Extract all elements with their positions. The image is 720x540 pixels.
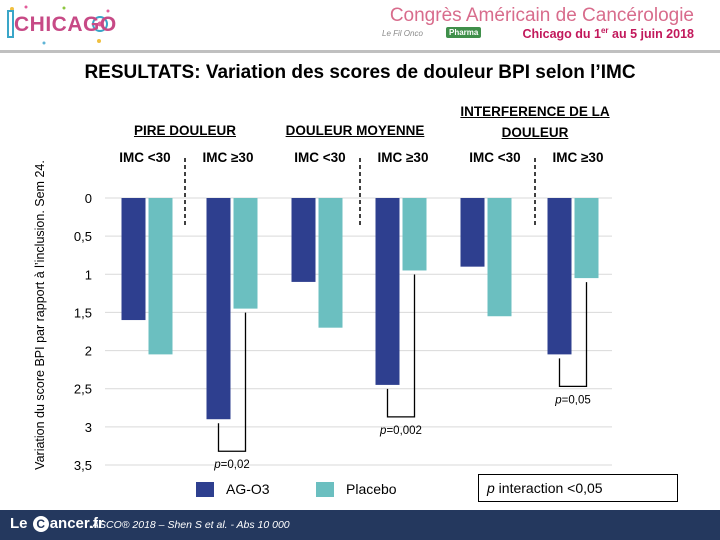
subgroup-label: IMC ≥30: [552, 150, 604, 165]
y-tick-label: 0,5: [74, 229, 92, 244]
bar-placebo: [402, 198, 427, 271]
group-label-pire-douleur: PIRE DOULEUR: [133, 123, 236, 138]
legend-label: AG-O3: [226, 481, 270, 497]
significance-bracket: [217, 312, 247, 452]
bar-ag-o3: [291, 198, 316, 282]
bar-ag-o3: [121, 198, 146, 321]
footer-reference: ASCO® 2018 – Shen S et al. - Abs 10 000: [92, 519, 290, 531]
legend-item-ag-o3: AG-O3: [196, 480, 270, 498]
chicago-logo: CHICAGO: [4, 3, 116, 45]
y-tick-labels: 0 0,5 1 1,5 2 2,5 3 3,5: [74, 191, 92, 473]
bar-ag-o3: [375, 198, 400, 385]
conference-title: Congrès Américain de Cancérologie: [389, 5, 694, 26]
bar-placebo: [148, 198, 173, 355]
subgroup-label: IMC <30: [469, 150, 521, 165]
logo-text: CHICAGO: [14, 13, 117, 36]
subgroup-label: IMC ≥30: [202, 150, 254, 165]
bar-placebo: [487, 198, 512, 317]
bar-ag-o3: [460, 198, 485, 267]
bars: [121, 198, 599, 420]
y-tick-label: 1: [85, 267, 92, 282]
confetti-decoration: [7, 5, 110, 45]
p-value-label: p=0,05: [554, 394, 591, 406]
y-tick-label: 2: [85, 344, 92, 359]
significance-bracket: [558, 282, 588, 388]
slide-title: RESULTATS: Variation des scores de doule…: [84, 62, 636, 83]
header: CHICAGO Congrès Américain de Cancérologi…: [0, 0, 720, 50]
conference-date: Chicago du 1er au 5 juin 2018: [522, 26, 694, 42]
y-tick-label: 2,5: [74, 382, 92, 397]
bar-ag-o3: [206, 198, 231, 420]
y-tick-label: 1,5: [74, 305, 92, 320]
bar-placebo: [574, 198, 599, 279]
interaction-box: p interaction <0,05: [478, 474, 678, 502]
significance-brackets: p=0,02 p=0,002 p=0,05: [213, 274, 591, 471]
p-value-label: p=0,002: [379, 425, 422, 437]
sub-logo: Le Fil Onco: [382, 29, 423, 38]
y-tick-label: 3,5: [74, 458, 92, 473]
pharma-badge: Pharma: [446, 27, 482, 38]
legend-swatch-placebo: [316, 481, 334, 497]
y-tick-label: 0: [85, 191, 92, 206]
group-label-douleur-moyenne: DOULEUR MOYENNE: [285, 123, 425, 138]
subgroup-label: IMC <30: [119, 150, 171, 165]
bar-ag-o3: [547, 198, 572, 355]
bar-chart: 0 0,5 1 1,5 2 2,5 3 3,5 p=0,02 p=0,002 p=0,05: [74, 158, 612, 473]
legend-item-placebo: Placebo: [316, 480, 397, 498]
legend-swatch-ag-o3: [196, 481, 214, 497]
subgroup-label: IMC ≥30: [377, 150, 429, 165]
grid-lines: [105, 197, 612, 466]
group-label-interference: INTERFERENCE DE LA DOULEUR: [460, 104, 610, 140]
bar-placebo: [318, 198, 343, 328]
significance-bracket: [386, 274, 416, 418]
bar-placebo: [233, 198, 258, 309]
header-divider: [0, 50, 720, 53]
legend-label: Placebo: [346, 481, 397, 497]
y-tick-label: 3: [85, 420, 92, 435]
subgroup-label: IMC <30: [294, 150, 346, 165]
p-value-label: p=0,02: [213, 459, 250, 471]
